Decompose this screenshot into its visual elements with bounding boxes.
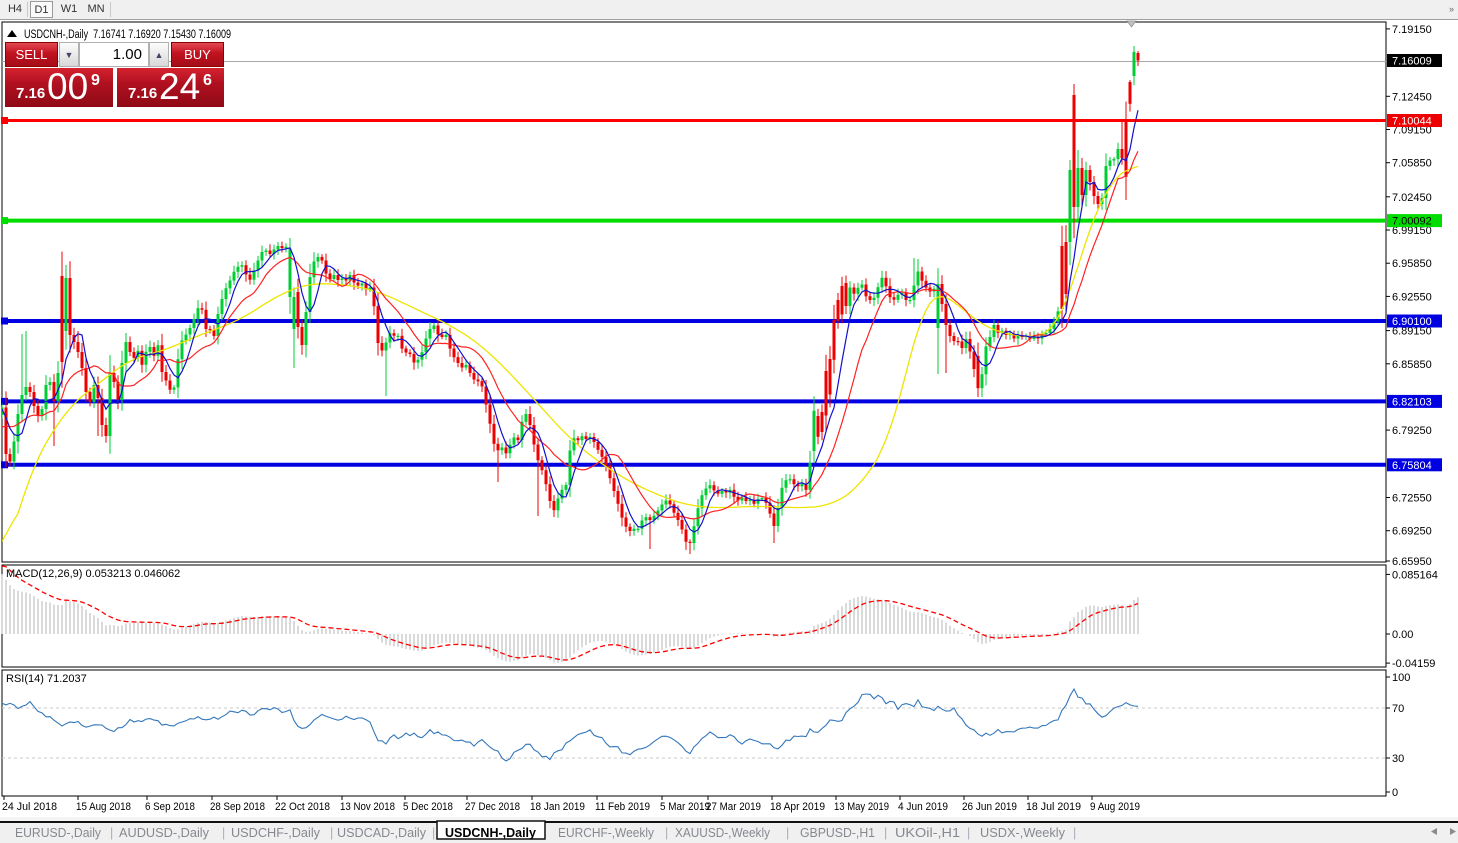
svg-text:6.72550: 6.72550 xyxy=(1392,493,1432,505)
svg-text:|: | xyxy=(110,826,113,840)
svg-text:USDX-,Weekly: USDX-,Weekly xyxy=(980,826,1066,840)
svg-text:22 Oct 2018: 22 Oct 2018 xyxy=(275,801,330,813)
svg-text:UKOil-,H1: UKOil-,H1 xyxy=(895,826,960,840)
svg-text:11 Feb 2019: 11 Feb 2019 xyxy=(595,801,650,813)
svg-text:USDCNH-,Daily 7.16741 7.16920: USDCNH-,Daily 7.16741 7.16920 7.15430 7.… xyxy=(24,29,231,41)
svg-text:13 May 2019: 13 May 2019 xyxy=(834,801,889,813)
svg-text:6.69250: 6.69250 xyxy=(1392,526,1432,538)
svg-text:USDCHF-,Daily: USDCHF-,Daily xyxy=(231,826,321,840)
svg-text:XAUUSD-,Weekly: XAUUSD-,Weekly xyxy=(675,826,771,840)
svg-text:6.92550: 6.92550 xyxy=(1392,291,1432,303)
svg-text:7.05850: 7.05850 xyxy=(1392,158,1432,170)
svg-text:7.02450: 7.02450 xyxy=(1392,192,1432,204)
svg-text:7.10044: 7.10044 xyxy=(1392,116,1432,128)
svg-text:18 Jan 2019: 18 Jan 2019 xyxy=(530,801,585,813)
svg-text:4 Jun 2019: 4 Jun 2019 xyxy=(898,801,948,813)
svg-text:EURCHF-,Weekly: EURCHF-,Weekly xyxy=(558,826,655,840)
svg-text:7.12450: 7.12450 xyxy=(1392,91,1432,103)
svg-text:26 Jun 2019: 26 Jun 2019 xyxy=(962,801,1017,813)
svg-text:6.89150: 6.89150 xyxy=(1392,326,1432,338)
svg-text:6.99150: 6.99150 xyxy=(1392,225,1432,237)
svg-text:6.75804: 6.75804 xyxy=(1392,460,1432,472)
svg-text:15 Aug 2018: 15 Aug 2018 xyxy=(76,801,131,813)
svg-text:6.82103: 6.82103 xyxy=(1392,396,1432,408)
svg-text:6.65950: 6.65950 xyxy=(1392,556,1432,568)
svg-text:18 Jul 2019: 18 Jul 2019 xyxy=(1026,801,1081,813)
svg-text:5 Dec 2018: 5 Dec 2018 xyxy=(403,801,453,813)
svg-text:100: 100 xyxy=(1392,672,1410,684)
svg-text:27 Dec 2018: 27 Dec 2018 xyxy=(465,801,520,813)
svg-text:70: 70 xyxy=(1392,703,1404,715)
svg-text:7.00092: 7.00092 xyxy=(1392,216,1432,228)
svg-text:GBPUSD-,H1: GBPUSD-,H1 xyxy=(800,826,875,840)
svg-text:7.16009: 7.16009 xyxy=(1392,56,1432,68)
svg-text:6.90100: 6.90100 xyxy=(1392,316,1432,328)
svg-text:USDCAD-,Daily: USDCAD-,Daily xyxy=(337,826,427,840)
svg-text:13 Nov 2018: 13 Nov 2018 xyxy=(340,801,395,813)
svg-text:|: | xyxy=(967,826,970,840)
svg-text:0.085164: 0.085164 xyxy=(1392,569,1438,581)
svg-text:18 Apr 2019: 18 Apr 2019 xyxy=(770,801,825,813)
svg-text:|: | xyxy=(432,826,435,840)
svg-text:24 Jul 2018: 24 Jul 2018 xyxy=(2,801,57,813)
svg-text:5 Mar 2019: 5 Mar 2019 xyxy=(660,801,710,813)
svg-text:6.79250: 6.79250 xyxy=(1392,425,1432,437)
svg-text:9 Aug 2019: 9 Aug 2019 xyxy=(1090,801,1140,813)
svg-text:|: | xyxy=(665,826,668,840)
svg-text:6 Sep 2018: 6 Sep 2018 xyxy=(145,801,195,813)
svg-text:AUDUSD-,Daily: AUDUSD-,Daily xyxy=(119,826,210,840)
svg-text:6.95850: 6.95850 xyxy=(1392,258,1432,270)
svg-text:|: | xyxy=(330,826,333,840)
svg-text:30: 30 xyxy=(1392,753,1404,765)
svg-text:|: | xyxy=(786,826,789,840)
svg-text:-0.04159: -0.04159 xyxy=(1392,658,1435,670)
svg-text:7.09150: 7.09150 xyxy=(1392,125,1432,137)
svg-text:6.85850: 6.85850 xyxy=(1392,359,1432,371)
svg-text:EURUSD-,Daily: EURUSD-,Daily xyxy=(15,826,102,840)
svg-text:0.00: 0.00 xyxy=(1392,629,1413,641)
svg-text:27 Mar 2019: 27 Mar 2019 xyxy=(706,801,761,813)
svg-text:7.19150: 7.19150 xyxy=(1392,24,1432,36)
svg-text:0: 0 xyxy=(1392,787,1398,799)
svg-text:|: | xyxy=(1073,826,1076,840)
svg-text:MACD(12,26,9) 0.053213 0.04606: MACD(12,26,9) 0.053213 0.046062 xyxy=(6,568,180,580)
svg-text:28 Sep 2018: 28 Sep 2018 xyxy=(210,801,265,813)
svg-text:|: | xyxy=(884,826,887,840)
svg-text:|: | xyxy=(222,826,225,840)
svg-text:USDCNH-,Daily: USDCNH-,Daily xyxy=(445,826,536,840)
svg-text:RSI(14) 71.2037: RSI(14) 71.2037 xyxy=(6,673,87,685)
